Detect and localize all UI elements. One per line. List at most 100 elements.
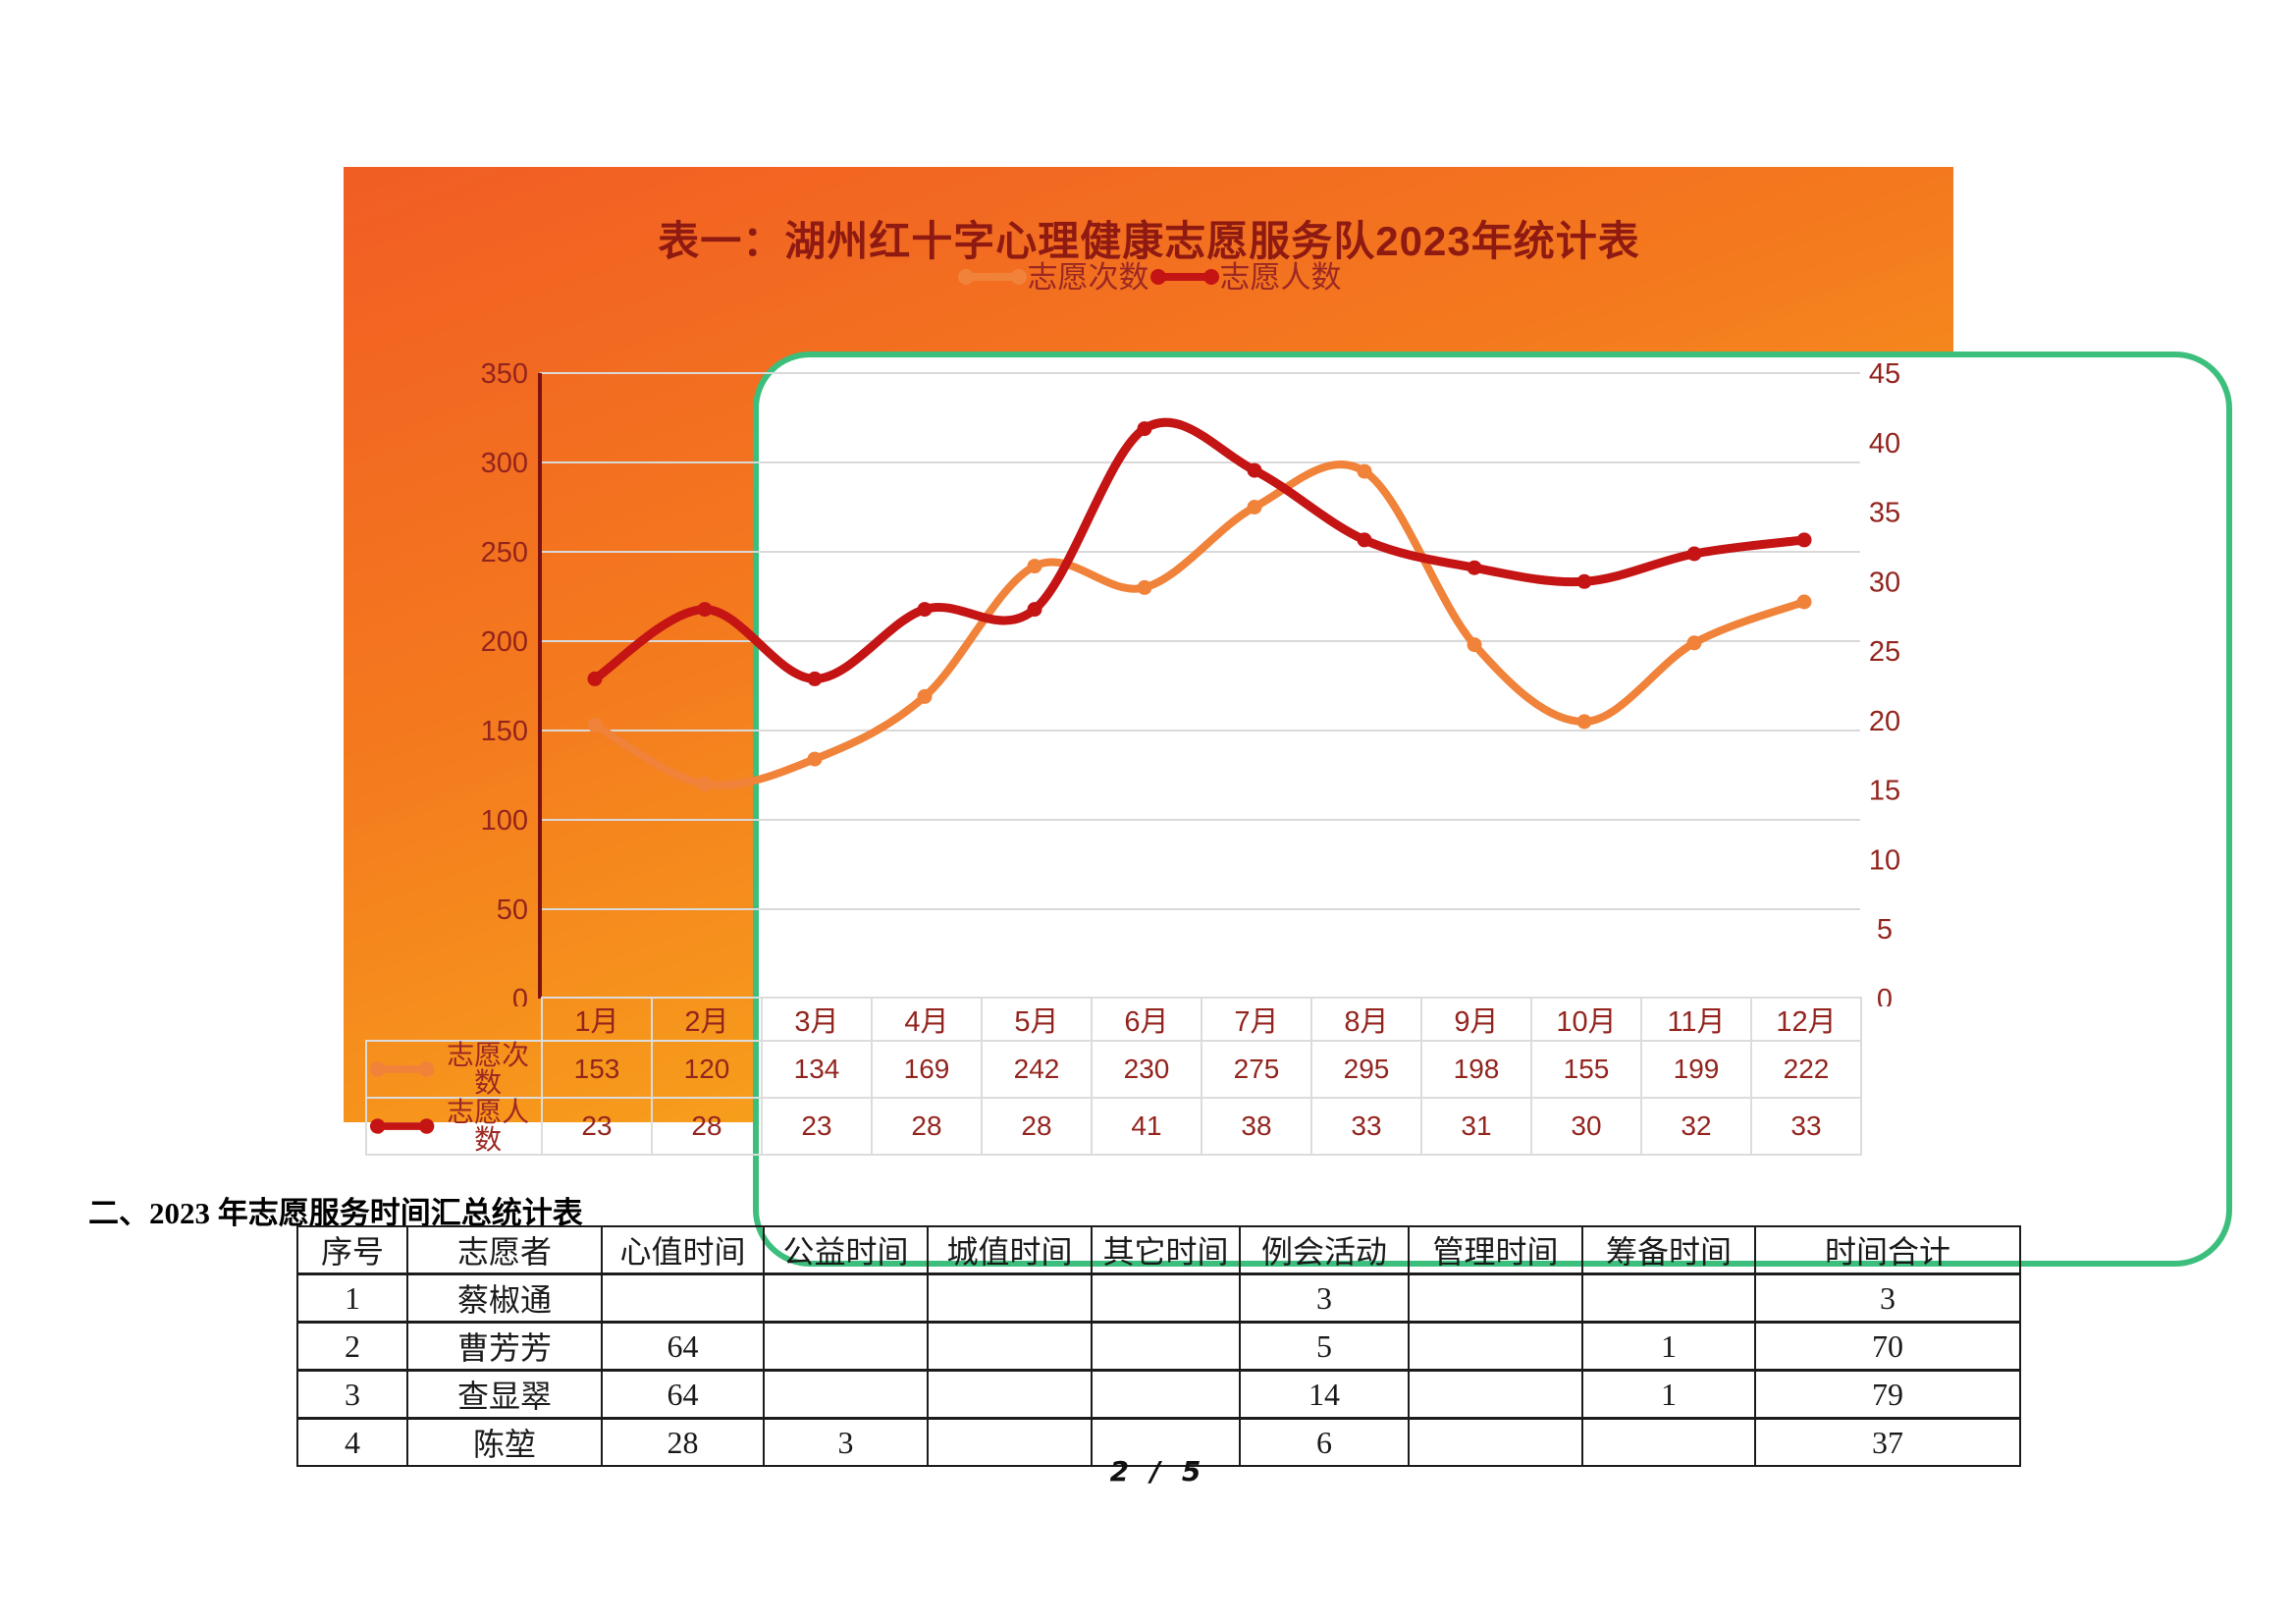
value-cell: 32: [1640, 1097, 1752, 1156]
summary-table-head: 序号 志愿者 心值时间 公益时间 城值时间 其它时间 例会活动 管理时间 筹备时间 时间合计: [296, 1225, 2021, 1275]
summary-cell: [1091, 1272, 1241, 1324]
month-header-cell: 10月: [1530, 997, 1642, 1042]
summary-cell: [763, 1272, 929, 1324]
summary-cell: [1091, 1321, 1241, 1372]
value-cell: 23: [761, 1097, 873, 1156]
value-cell: 33: [1750, 1097, 1862, 1156]
value-cell: 120: [651, 1040, 763, 1099]
summary-cell: 2: [296, 1321, 408, 1372]
summary-cell: 4: [296, 1417, 408, 1467]
chart-data-table-wrap: 1月 2月 3月 4月 5月 6月 7月 8月 9月 10月 11月 12月 志愿次数 153 120 134…: [365, 997, 1862, 1156]
month-header-cell: 2月: [651, 997, 763, 1042]
summary-cell: 陈堃: [406, 1417, 603, 1467]
summary-cell: [1581, 1272, 1756, 1324]
value-cell: 169: [871, 1040, 983, 1099]
summary-cell: 37: [1754, 1417, 2021, 1467]
summary-cell: 1: [1581, 1369, 1756, 1420]
summary-header-cell: 其它时间: [1091, 1225, 1241, 1275]
summary-header-cell: 筹备时间: [1581, 1225, 1756, 1275]
summary-header-cell: 公益时间: [763, 1225, 929, 1275]
value-cell: 28: [651, 1097, 763, 1156]
summary-cell: 64: [601, 1321, 765, 1372]
series-key-label: 志愿次数: [447, 1040, 530, 1098]
volunteer-time-summary-table: 序号 志愿者 心值时间 公益时间 城值时间 其它时间 例会活动 管理时间 筹备时间 时间合计 1 蔡椒…: [296, 1225, 2021, 1467]
summary-cell: 查显翠: [406, 1369, 603, 1420]
month-header-cell: 9月: [1420, 997, 1532, 1042]
summary-row: 3 查显翠 64 14 1 79: [296, 1369, 2021, 1420]
value-cell: 28: [981, 1097, 1093, 1156]
summary-cell: 3: [1754, 1272, 2021, 1324]
value-cell: 275: [1201, 1040, 1312, 1099]
legend-key-dot: [369, 1118, 386, 1134]
month-header-row: 1月 2月 3月 4月 5月 6月 7月 8月 9月 10月 11月 12月: [366, 997, 1862, 1042]
summary-cell: 5: [1239, 1321, 1410, 1372]
summary-table-body: 1 蔡椒通 3 3 2 曹芳芳 64 5 1 70 3 查显翠 64 14 1 79 4 陈堃 28 3 6 37: [296, 1272, 2021, 1467]
series-key-cell: 志愿人数: [365, 1097, 543, 1156]
legend-label: 志愿次数: [1027, 259, 1149, 295]
summary-cell: [927, 1369, 1093, 1420]
summary-cell: 79: [1754, 1369, 2021, 1420]
value-cell: 230: [1091, 1040, 1202, 1099]
value-cell: 295: [1310, 1040, 1422, 1099]
value-cell: 30: [1530, 1097, 1642, 1156]
summary-cell: 1: [1581, 1321, 1756, 1372]
value-cell: 153: [541, 1040, 653, 1099]
month-header-cell: 8月: [1310, 997, 1422, 1042]
summary-cell: 曹芳芳: [406, 1321, 603, 1372]
summary-cell: [1581, 1417, 1756, 1467]
summary-row: 4 陈堃 28 3 6 37: [296, 1417, 2021, 1467]
summary-table-wrap: 序号 志愿者 心值时间 公益时间 城值时间 其它时间 例会活动 管理时间 筹备时间 时间合计 1 蔡椒…: [296, 1225, 2021, 1467]
value-cell: 33: [1310, 1097, 1422, 1156]
series-key-cell: 志愿次数: [365, 1040, 543, 1099]
summary-header-cell: 序号: [296, 1225, 408, 1275]
value-cell: 222: [1750, 1040, 1862, 1099]
month-header-cell: 12月: [1750, 997, 1862, 1042]
legend-item-times: 志愿次数: [957, 262, 1149, 293]
summary-cell: [1408, 1369, 1583, 1420]
month-header-cell: 5月: [981, 997, 1093, 1042]
legend-key-dot: [418, 1061, 435, 1077]
value-cell: 155: [1530, 1040, 1642, 1099]
legend-key-icon: [369, 1118, 435, 1134]
summary-cell: 6: [1239, 1417, 1410, 1467]
month-header-cell: 1月: [541, 997, 653, 1042]
series-key: 志愿次数: [367, 1042, 541, 1097]
summary-cell: 64: [601, 1369, 765, 1420]
summary-cell: [1408, 1417, 1583, 1467]
page-number: 2 / 5: [1109, 1455, 1207, 1488]
value-cell: 134: [761, 1040, 873, 1099]
summary-cell: [927, 1272, 1093, 1324]
summary-cell: 14: [1239, 1369, 1410, 1420]
summary-cell: [927, 1321, 1093, 1372]
summary-header-cell: 心值时间: [601, 1225, 765, 1275]
legend-key-icon: [369, 1061, 435, 1077]
value-cell: 242: [981, 1040, 1093, 1099]
summary-header-row: 序号 志愿者 心值时间 公益时间 城值时间 其它时间 例会活动 管理时间 筹备时间 时间合计: [296, 1225, 2021, 1275]
series-data-row: 志愿人数 23 28 23 28 28 41 38 33 31 30 32 33: [365, 1097, 1862, 1156]
summary-header-cell: 例会活动: [1239, 1225, 1410, 1275]
summary-header-cell: 时间合计: [1754, 1225, 2021, 1275]
summary-header-cell: 管理时间: [1408, 1225, 1583, 1275]
summary-cell: 3: [1239, 1272, 1410, 1324]
summary-cell: 70: [1754, 1321, 2021, 1372]
summary-header-cell: 志愿者: [406, 1225, 603, 1275]
month-header-cell: 7月: [1201, 997, 1312, 1042]
legend-item-people: 志愿人数: [1149, 262, 1342, 293]
legend-key-dot: [1149, 269, 1166, 285]
summary-cell: [927, 1417, 1093, 1467]
summary-cell: 蔡椒通: [406, 1272, 603, 1324]
legend-key-dot: [957, 269, 974, 285]
chart-legend: 志愿次数 志愿人数: [409, 257, 1889, 297]
value-cell: 38: [1201, 1097, 1312, 1156]
month-header-cell: 4月: [871, 997, 983, 1042]
legend-key-dot: [418, 1118, 435, 1134]
corner-cell: [366, 998, 542, 1041]
summary-cell: 3: [296, 1369, 408, 1420]
summary-cell: [1091, 1417, 1241, 1467]
month-header-cell: 3月: [761, 997, 873, 1042]
legend-key-icon: [957, 269, 1027, 285]
summary-cell: 1: [296, 1272, 408, 1324]
month-header-cell: 6月: [1091, 997, 1202, 1042]
summary-cell: [1091, 1369, 1241, 1420]
